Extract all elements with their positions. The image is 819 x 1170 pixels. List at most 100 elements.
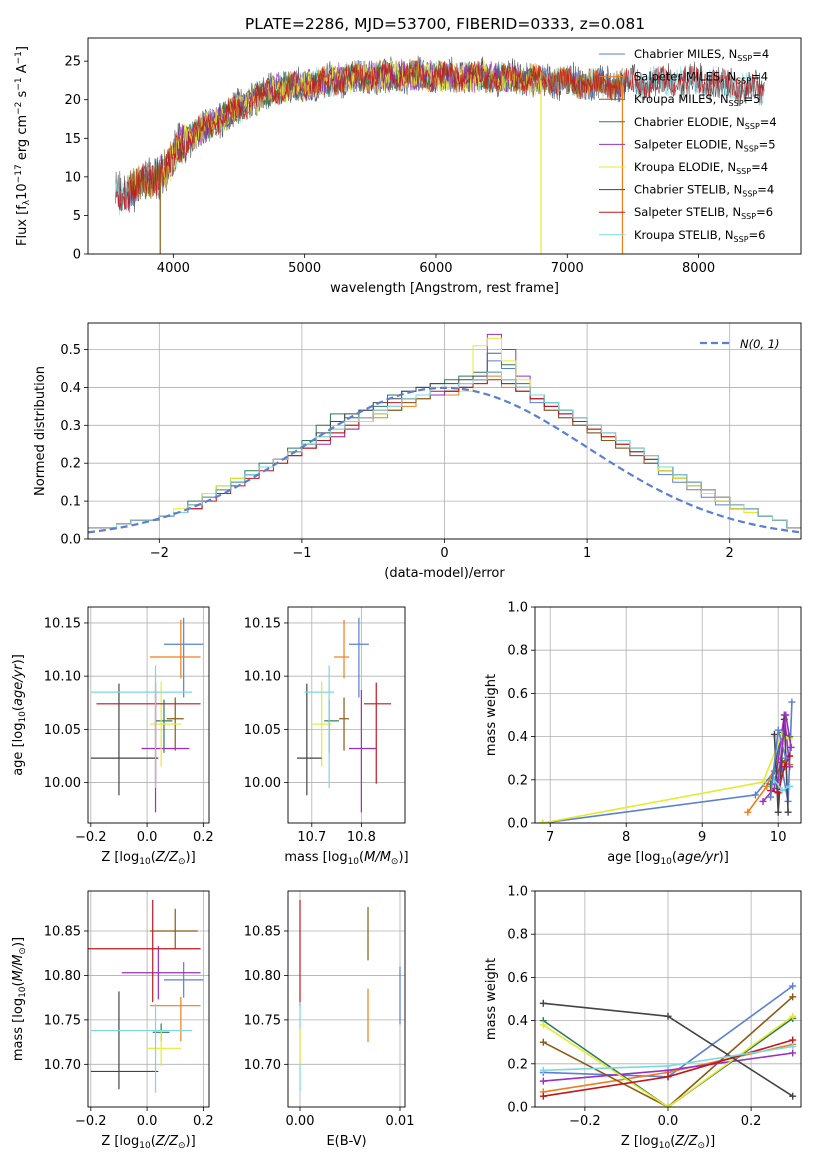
mass-vs-EBV-ytick-label: 10.80 — [244, 969, 281, 984]
mass-vs-EBV-plot-area — [288, 891, 405, 1107]
spectrum-xtick-label: 6000 — [419, 261, 452, 276]
weight-line-kroupa-elodie — [542, 1015, 794, 1107]
legend-label: Kroupa STELIB, NSSP=6 — [634, 228, 765, 244]
legend-label-eq: =6 — [749, 228, 766, 242]
age-vs-Z-ytick-label: 10.05 — [44, 723, 81, 738]
mass-vs-Z-ylabel-part: ( — [11, 981, 26, 986]
legend-label-name: Kroupa MILES, N — [634, 92, 729, 106]
age-vs-Z-ytick-label: 10.10 — [44, 670, 81, 685]
age-vs-Z-ylabel-part: )] — [11, 654, 26, 664]
age-vs-Z-ytick-label: 10.00 — [44, 776, 81, 791]
age-vs-Z-axes: −0.2 0.0 0.2 10.00 10.05 10.10 10.15 — [44, 607, 214, 845]
legend-label-eq: =5 — [744, 92, 761, 106]
massweight-vs-Z-ylabel: mass weight — [484, 958, 499, 1040]
spectrum-ylabel-part: −17 — [14, 164, 24, 183]
hist-step-kroupa-stelib — [88, 371, 801, 529]
spectrum-xlabel-part: wavelength [Angstrom, rest frame] — [330, 281, 559, 296]
age-vs-Z-points — [90, 617, 204, 813]
mass-vs-EBV-xtick-label: 0.01 — [386, 1114, 415, 1129]
spectrum-line-salpeter-stelib — [115, 60, 765, 211]
legend-label-name: Chabrier MILES, N — [634, 47, 737, 61]
mass-vs-Z-ytick-label: 10.85 — [44, 925, 81, 940]
residuals-ytick-label: 0.3 — [60, 419, 81, 434]
spectrum-ylabel: Flux [fλ10−17 erg cm−2 s−1 A−1] — [14, 46, 32, 246]
residuals-legend: N(0, 1) — [700, 337, 780, 351]
spectrum-ylabel-part: A — [15, 64, 30, 77]
massweight-vs-Z-ytick-label: 0.4 — [507, 1014, 528, 1029]
residuals-ytick-label: 0.5 — [60, 343, 81, 358]
massweight-vs-Z-frame — [534, 890, 802, 1108]
legend-label-eq: =4 — [751, 70, 768, 84]
age-vs-Z-ylabel: age [log10(age/yr)] — [11, 654, 28, 776]
mass-vs-Z-ylabel-part: 10 — [18, 986, 28, 998]
legend-label-name: Salpeter MILES, N — [634, 70, 736, 84]
spectrum-ylabel-part: −1 — [14, 51, 24, 64]
legend-label-eq: =6 — [756, 205, 773, 219]
residuals-ytick-label: 0.4 — [60, 381, 81, 396]
legend-label-eq: =4 — [751, 160, 768, 174]
normal-curve — [88, 386, 801, 534]
massweight-vs-Z-xlabel-part: Z [log — [621, 1134, 659, 1149]
massweight-vs-age-xtick-label: 9 — [698, 830, 706, 845]
massweight-vs-age-lines — [539, 698, 796, 823]
legend-label-sub: SSP — [734, 235, 749, 244]
residuals-lines — [88, 333, 801, 534]
age-vs-Z-xlabel-part: Z [log — [101, 850, 139, 865]
massweight-vs-Z-xlabel-part: ⊙ — [697, 1141, 705, 1151]
age-vs-mass-xtick-label: 10.8 — [347, 830, 376, 845]
residuals-axes: −2 −1 0 1 2 0.0 0.1 0.2 0.3 0.4 0.5 — [60, 323, 801, 561]
mass-vs-Z-xtick-label: −0.2 — [75, 1114, 107, 1129]
age-vs-mass-xtick-label: 10.7 — [297, 830, 326, 845]
massweight-vs-Z-xlabel: Z [log10(Z/Z⊙)] — [621, 1134, 715, 1151]
mass-vs-Z-ylabel-part: M/M — [11, 955, 26, 982]
age-vs-mass-xlabel-part: ⊙ — [391, 857, 399, 867]
mass-vs-EBV-ytick-label: 10.75 — [244, 1013, 281, 1028]
massweight-vs-age-frame — [534, 606, 802, 824]
massweight-vs-Z-axes: −0.2 0.0 0.2 0.0 0.2 0.4 0.6 0.8 1.0 — [507, 885, 801, 1129]
age-vs-Z-xlabel-part: )] — [186, 850, 196, 865]
spectrum-xtick-label: 4000 — [157, 261, 190, 276]
legend-label-sub: SSP — [737, 54, 752, 63]
massweight-vs-age-axes: 7 8 9 10 0.0 0.2 0.4 0.6 0.8 1.0 — [507, 601, 801, 845]
spectrum-ytick-label: 25 — [64, 55, 81, 70]
legend-label-name: Kroupa STELIB, N — [634, 228, 734, 242]
age-vs-Z-xlabel-part: Z/Z — [155, 850, 179, 865]
age-vs-mass-frame — [287, 606, 406, 824]
massweight-vs-age-xtick-label: 10 — [770, 830, 787, 845]
age-vs-Z-ylabel-part: age/yr — [11, 663, 26, 706]
age-vs-Z-grid — [88, 607, 209, 823]
age-vs-Z-xlabel-part: ( — [151, 850, 156, 865]
mass-vs-Z-ylabel: mass [log10(M/M⊙)] — [11, 937, 28, 1061]
massweight-vs-Z-ytick-label: 0.0 — [507, 1101, 528, 1116]
age-vs-mass-xlabel-part: M/M — [364, 850, 391, 865]
massweight-vs-age-xlabel-part: age [log — [607, 850, 660, 865]
legend-label-name: Chabrier STELIB, N — [634, 183, 742, 197]
spectrum-ylabel-part: −2 — [14, 102, 24, 115]
spectrum-ylabel-part: ] — [15, 46, 30, 51]
spectrum-ylabel-part: λ — [22, 199, 32, 205]
weight-line-chabrier-elodie — [542, 1017, 794, 1107]
age-vs-Z-ylabel-part: 10 — [18, 711, 28, 723]
massweight-vs-Z-lines — [539, 982, 797, 1107]
mass-vs-Z-xlabel-part: Z [log — [101, 1134, 139, 1149]
massweight-vs-age-xlabel-part: )] — [719, 850, 729, 865]
spectrum-xtick-label: 5000 — [288, 261, 321, 276]
massweight-vs-age-ytick-label: 0.8 — [507, 644, 528, 659]
massweight-vs-age-xtick-label: 8 — [622, 830, 630, 845]
residuals-ytick-label: 0.0 — [60, 533, 81, 548]
legend-label: Salpeter ELODIE, NSSP=5 — [634, 137, 776, 153]
age-vs-Z-xtick-label: 0.2 — [193, 830, 214, 845]
spectrum-ylabel-part: s — [15, 90, 30, 101]
legend-label: N(0, 1) — [740, 337, 780, 351]
age-vs-Z-xlabel-part: 10 — [139, 857, 151, 867]
mass-vs-Z-xlabel: Z [log10(Z/Z⊙)] — [101, 1134, 195, 1151]
mass-vs-EBV-ytick-label: 10.70 — [244, 1058, 281, 1073]
legend-label-sub: SSP — [742, 190, 757, 199]
massweight-vs-Z-xlabel-part: Z/Z — [674, 1134, 698, 1149]
residuals-xlabel: (data-model)/error — [384, 566, 505, 581]
legend-label: Salpeter STELIB, NSSP=6 — [634, 205, 773, 221]
age-vs-mass-xlabel: mass [log10(M/M⊙)] — [284, 850, 408, 867]
residuals-ytick-label: 0.1 — [60, 495, 81, 510]
mass-vs-Z-ylabel-part: ⊙ — [18, 947, 28, 955]
mass-vs-Z-axes: −0.2 0.0 0.2 10.70 10.75 10.80 10.85 — [44, 891, 214, 1129]
